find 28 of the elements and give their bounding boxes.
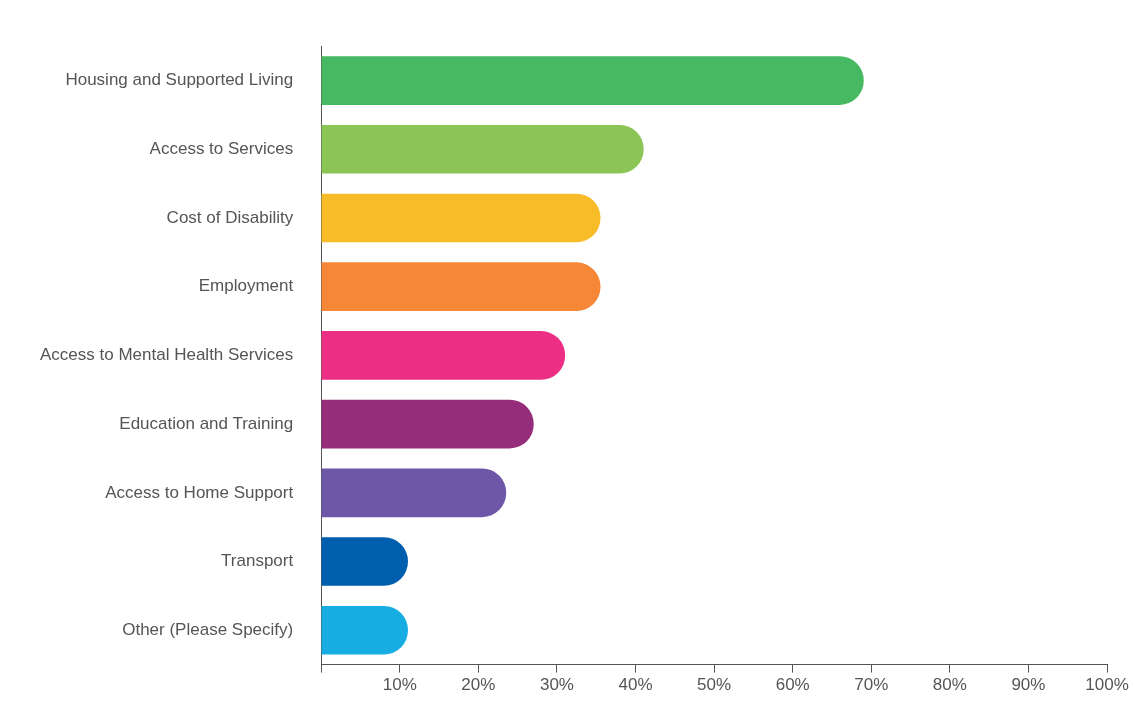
- x-tick-label: 80%: [932, 675, 967, 695]
- x-tick-label: 100%: [1085, 675, 1129, 695]
- y-tick-label: Other (Please Specify): [122, 619, 294, 639]
- bar: [321, 468, 507, 518]
- bar: [321, 605, 408, 655]
- y-tick-label: Housing and Supported Living: [65, 70, 294, 90]
- bar: [321, 262, 601, 312]
- y-tick-label: Education and Training: [119, 413, 294, 433]
- y-tick-label: Access to Mental Health Services: [40, 345, 294, 365]
- x-tick-label: 40%: [618, 675, 653, 695]
- bar: [321, 537, 408, 586]
- bar: [321, 124, 644, 174]
- bar: [321, 193, 601, 243]
- bar: [321, 399, 534, 449]
- x-tick-label: 20%: [461, 675, 496, 695]
- x-tick-label: 60%: [775, 675, 810, 695]
- x-tick-label: 10%: [382, 675, 417, 695]
- x-tick-label: 30%: [539, 675, 574, 695]
- y-tick-label: Access to Services: [149, 138, 294, 158]
- y-tick-label: Cost of Disability: [166, 207, 294, 227]
- y-tick-label: Employment: [198, 276, 294, 296]
- bar: [321, 56, 864, 105]
- y-tick-label: Access to Home Support: [105, 482, 294, 502]
- x-tick-label: 70%: [854, 675, 889, 695]
- y-tick-label: Transport: [221, 551, 294, 571]
- x-tick-label: 50%: [697, 675, 732, 695]
- x-tick-label: 90%: [1011, 675, 1046, 695]
- bar: [321, 331, 566, 380]
